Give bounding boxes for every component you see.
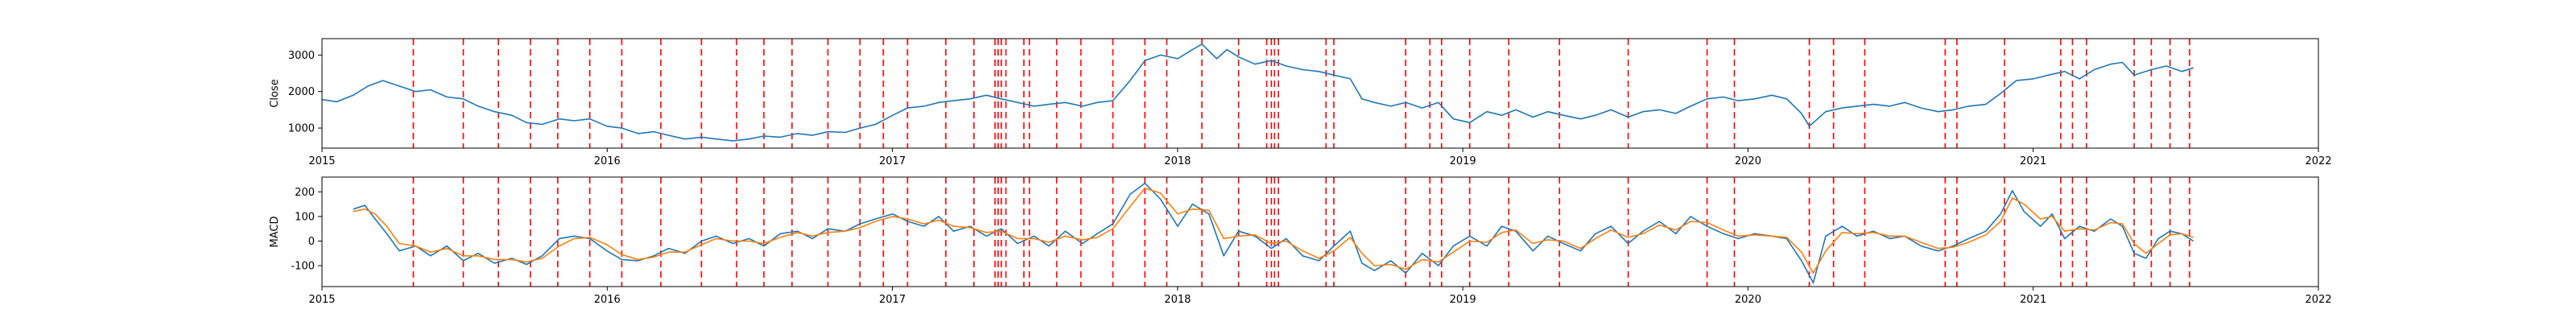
close-x-tick-label: 2021 [2020,155,2046,167]
macd-x-tick-label: 2020 [1735,294,1761,306]
close-x-tick-label: 2019 [1450,155,1476,167]
macd-x-tick-label: 2018 [1164,294,1191,306]
macd-series-line-0 [353,182,2194,284]
close-x-tick-label: 2018 [1164,155,1191,167]
macd-y-tick-label: 0 [308,236,315,248]
close-axes-frame [321,38,2319,149]
macd-x-tick-label: 2022 [2305,294,2331,306]
close-y-tick-label: 3000 [288,50,315,62]
close-price-panel: 2015 2016 2017 2018 2019 2020 2021 2022 1000 2000… [269,38,2332,167]
macd-plot-area [353,177,2194,287]
macd-x-tick-label: 2019 [1450,294,1476,306]
close-y-tick-label: 1000 [288,123,315,135]
close-x-tick-label: 2015 [308,155,335,167]
macd-x-tick-label: 2015 [308,294,335,306]
close-x-tick-label: 2022 [2305,155,2331,167]
close-x-tick-label: 2017 [879,155,906,167]
close-y-axis-label: Close [269,79,281,107]
macd-y-axis-label: MACD [269,217,281,248]
macd-series-line-1 [353,188,2194,274]
macd-x-tick-label: 2021 [2020,294,2046,306]
close-x-tick-label: 2020 [1735,155,1761,167]
close-plot-area [322,39,2194,148]
close-series-line-0 [322,43,2194,142]
close-x-tick-label: 2016 [594,155,621,167]
macd-x-tick-label: 2017 [879,294,906,306]
macd-panel: 2015 2016 2017 2018 2019 2020 2021 2022 -100 0 100… [269,176,2332,306]
close-y-tick-label: 2000 [288,86,315,98]
macd-y-tick-label: -100 [291,261,315,273]
macd-y-tick-label: 100 [295,211,315,223]
macd-y-tick-label: 200 [295,187,315,199]
macd-axes-frame [321,176,2319,287]
macd-x-tick-label: 2016 [594,294,621,306]
